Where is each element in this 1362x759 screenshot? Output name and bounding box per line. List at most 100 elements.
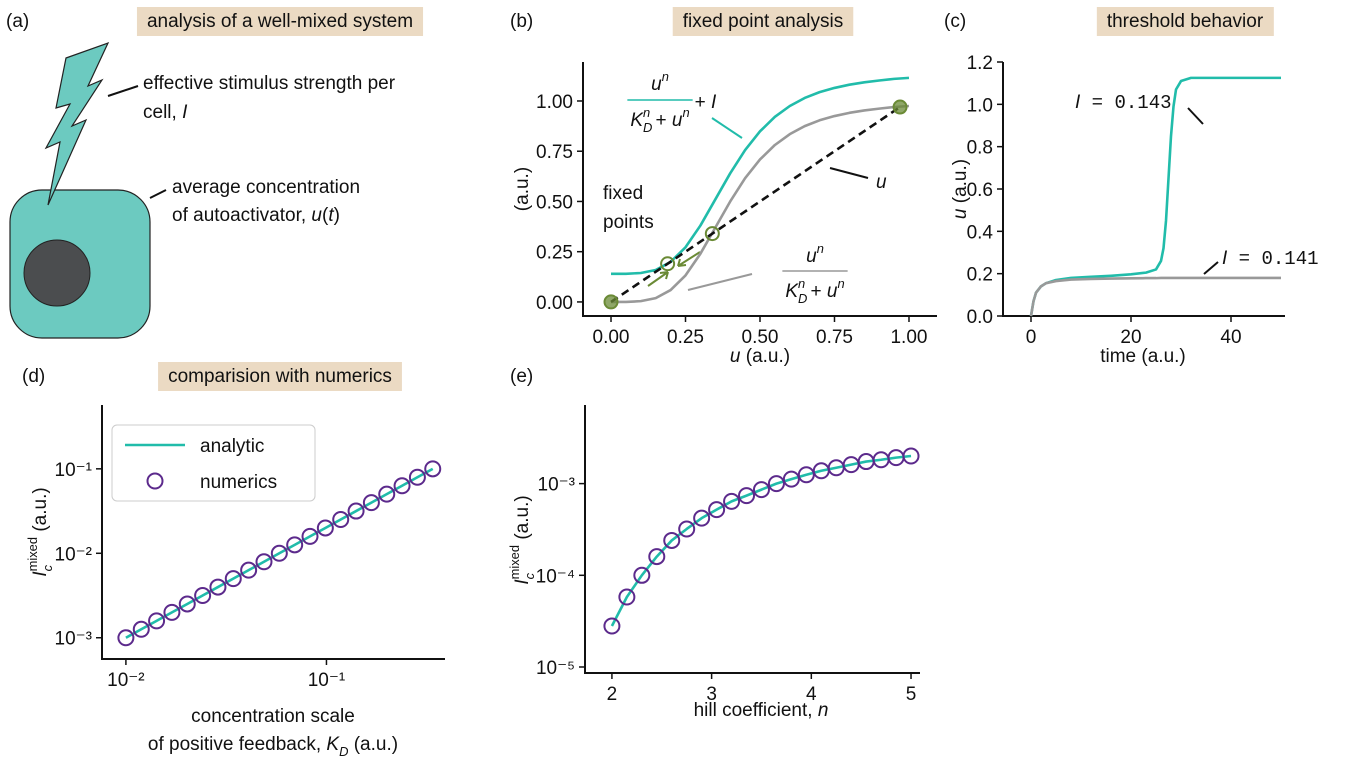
text-part: of positive feedback, (148, 734, 327, 755)
text-part: u (876, 172, 887, 193)
title-text: fixed point analysis (683, 11, 844, 32)
marker (660, 256, 676, 272)
marker (393, 477, 411, 495)
text-part: D (798, 291, 807, 306)
leader-line (149, 189, 167, 199)
title-text: comparision with numerics (168, 366, 392, 387)
text-part: n (837, 276, 844, 291)
text-part: (a.u.) (512, 167, 533, 211)
leader-line (1187, 107, 1204, 125)
annotation: fixed (603, 183, 643, 204)
annotation: I = 0.143 (1075, 92, 1172, 114)
marker (132, 620, 150, 638)
title-background (136, 7, 424, 36)
y-tick-label: 0.0 (967, 307, 993, 328)
marker (767, 475, 785, 493)
marker (892, 99, 908, 115)
x-tick-label: 0.50 (742, 327, 779, 348)
leader-line (1203, 261, 1219, 275)
text-part: concentration scale (191, 706, 355, 727)
nucleus (23, 239, 91, 307)
x-tick-label: 40 (1220, 327, 1241, 348)
y-tick-label: 10⁻² (55, 544, 93, 565)
text-part: average concentration (172, 177, 360, 198)
text-part: (a.u.) (740, 346, 790, 367)
panel-title: analysis of a well-mixed system (136, 7, 424, 36)
text-part: ) (334, 205, 340, 226)
series-line (611, 76, 910, 276)
marker (316, 519, 334, 537)
text-part: points (603, 212, 654, 233)
y-tick-label: 0.6 (967, 180, 993, 201)
text-part: u (806, 246, 817, 267)
x-tick-label: 10⁻¹ (308, 670, 346, 691)
arrow (677, 251, 701, 267)
y-tick-label: 10⁻³ (55, 629, 93, 650)
diagram-label: cell, I (143, 102, 188, 123)
y-tick-label: 0.25 (536, 243, 573, 264)
title-text: threshold behavior (1107, 11, 1264, 32)
y-tick-label: 1.0 (967, 95, 993, 116)
marker (708, 501, 726, 519)
y-axis-label: Icmixed (a.u.) (25, 487, 55, 576)
text-part: c (40, 564, 55, 571)
y-tick-label: 0.8 (967, 138, 993, 159)
text-part: n (798, 276, 805, 291)
formula-numerator: un (806, 241, 824, 267)
y-tick-label: 1.2 (967, 53, 993, 74)
text-part: I (711, 92, 717, 113)
series-line (1029, 276, 1281, 317)
text-part: u (730, 346, 741, 367)
marker (782, 470, 800, 488)
text-part: fixed (603, 183, 643, 204)
leader-line (687, 273, 753, 291)
x-axis-label: concentration scale (191, 706, 355, 727)
marker (286, 536, 304, 554)
x-tick-label: 3 (706, 684, 717, 705)
y-tick-label: 1.00 (536, 92, 573, 113)
marker (255, 553, 273, 571)
x-axis-label: u (a.u.) (730, 346, 790, 367)
panel-label: (d) (22, 366, 45, 387)
text-part: (a.u.) (950, 159, 971, 209)
text-part: I (182, 102, 188, 123)
y-tick-label: 10⁻¹ (55, 460, 93, 481)
leader-line (711, 117, 743, 139)
text-part: cell, (143, 102, 182, 123)
annotation: I = 0.141 (1222, 248, 1319, 270)
y-axis-label: u (a.u.) (950, 159, 971, 219)
panel-label: (b) (510, 11, 533, 32)
x-tick-label: 5 (906, 684, 917, 705)
formula-numerator: un (651, 69, 669, 95)
text-part: (a.u.) (512, 495, 533, 545)
text-part: D (339, 744, 348, 759)
series-line (610, 105, 901, 304)
marker (347, 502, 365, 520)
y-tick-label: 10⁻⁴ (536, 566, 575, 587)
x-tick-label: 4 (806, 684, 817, 705)
cell-diagram (9, 41, 167, 339)
marker (648, 548, 666, 566)
text-part: I (1222, 248, 1228, 269)
text-part: u (651, 74, 662, 95)
y-tick-label: 0.2 (967, 265, 993, 286)
legend: analytic numerics (111, 424, 316, 502)
marker (163, 603, 181, 621)
panel-label: (e) (510, 366, 533, 387)
series-line (125, 467, 434, 639)
text-part: u (311, 205, 322, 226)
text-part: n (682, 105, 689, 120)
x-axis-label: hill coefficient, n (694, 700, 829, 721)
text-part: I (512, 579, 533, 585)
x-tick-label: 2 (607, 684, 618, 705)
marker (117, 629, 135, 647)
y-tick-label: 0.4 (967, 222, 994, 243)
diagram-label: average concentration (172, 177, 360, 198)
marker (194, 587, 212, 605)
text-part: (a.u.) (30, 487, 51, 537)
y-axis-label: (a.u.) (512, 167, 533, 211)
text-part: I (1075, 92, 1081, 113)
marker (362, 494, 380, 512)
